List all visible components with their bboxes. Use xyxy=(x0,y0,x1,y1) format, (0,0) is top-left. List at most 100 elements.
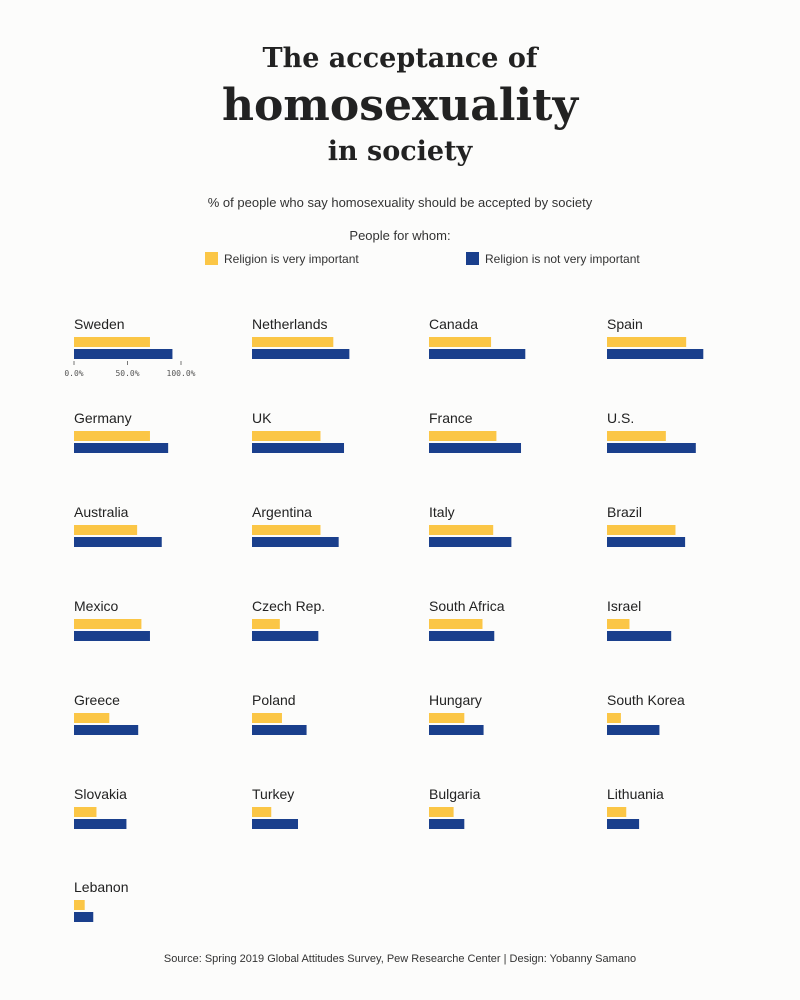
bar-argentina-religion-very-important xyxy=(252,525,321,535)
panel-france: France xyxy=(429,410,522,453)
country-label-italy: Italy xyxy=(429,504,455,520)
chart-title: The acceptance of homosexuality in socie… xyxy=(0,40,800,170)
legend-swatch-religion-not-very-important xyxy=(466,252,479,265)
country-label-uk: UK xyxy=(252,410,272,426)
panel-czech-rep: Czech Rep. xyxy=(252,598,325,641)
source-note: Source: Spring 2019 Global Attitudes Sur… xyxy=(163,953,637,965)
country-label-bulgaria: Bulgaria xyxy=(429,786,481,802)
bar-lithuania-religion-very-important xyxy=(607,807,627,817)
bar-slovakia-religion-not-very-important xyxy=(74,819,127,829)
country-label-spain: Spain xyxy=(607,316,643,332)
country-label-lithuania: Lithuania xyxy=(607,786,664,802)
panel-brazil: Brazil xyxy=(607,504,686,547)
panel-hungary: Hungary xyxy=(429,692,484,735)
title-line-1: The acceptance of xyxy=(262,43,538,74)
panel-bulgaria: Bulgaria xyxy=(429,786,481,829)
country-label-germany: Germany xyxy=(74,410,132,426)
bar-south-korea-religion-not-very-important xyxy=(607,725,660,735)
country-label-south-korea: South Korea xyxy=(607,692,685,708)
panel-south-africa: South Africa xyxy=(429,598,505,641)
bar-south-korea-religion-very-important xyxy=(607,713,621,723)
bar-brazil-religion-very-important xyxy=(607,525,676,535)
country-label-netherlands: Netherlands xyxy=(252,316,328,332)
bar-greece-religion-not-very-important xyxy=(74,725,139,735)
bar-australia-religion-very-important xyxy=(74,525,138,535)
bar-slovakia-religion-very-important xyxy=(74,807,97,817)
bar-uk-religion-not-very-important xyxy=(252,443,345,453)
panel-slovakia: Slovakia xyxy=(74,786,127,829)
panel-argentina: Argentina xyxy=(252,504,339,547)
panel-israel: Israel xyxy=(607,598,672,641)
x-tick-label: 50.0% xyxy=(115,369,139,378)
bar-germany-religion-very-important xyxy=(74,431,150,441)
bar-australia-religion-not-very-important xyxy=(74,537,162,547)
bar-poland-religion-not-very-important xyxy=(252,725,307,735)
bar-poland-religion-very-important xyxy=(252,713,282,723)
chart-subtitle: % of people who say homosexuality should… xyxy=(207,195,593,210)
bar-czech-rep-religion-not-very-important xyxy=(252,631,319,641)
x-tick-label: 0.0% xyxy=(64,369,83,378)
bar-bulgaria-religion-not-very-important xyxy=(429,819,465,829)
legend-title: People for whom: xyxy=(349,228,451,243)
panel-turkey: Turkey xyxy=(252,786,299,829)
bar-israel-religion-very-important xyxy=(607,619,630,629)
bar-turkey-religion-not-very-important xyxy=(252,819,299,829)
bar-lithuania-religion-not-very-important xyxy=(607,819,640,829)
bar-argentina-religion-not-very-important xyxy=(252,537,339,547)
bar-bulgaria-religion-very-important xyxy=(429,807,454,817)
panel-south-korea: South Korea xyxy=(607,692,685,735)
panel-uk: UK xyxy=(252,410,345,453)
panel-italy: Italy xyxy=(429,504,512,547)
country-label-israel: Israel xyxy=(607,598,641,614)
bar-netherlands-religion-very-important xyxy=(252,337,334,347)
panel-greece: Greece xyxy=(74,692,139,735)
bar-sweden-religion-not-very-important xyxy=(74,349,173,359)
bar-greece-religion-very-important xyxy=(74,713,110,723)
country-label-u-s: U.S. xyxy=(607,410,634,426)
country-label-france: France xyxy=(429,410,473,426)
bar-south-africa-religion-very-important xyxy=(429,619,483,629)
panel-lebanon: Lebanon xyxy=(74,879,129,922)
panel-spain: Spain xyxy=(607,316,704,359)
bar-uk-religion-very-important xyxy=(252,431,321,441)
bar-canada-religion-very-important xyxy=(429,337,492,347)
country-label-lebanon: Lebanon xyxy=(74,879,129,895)
bar-brazil-religion-not-very-important xyxy=(607,537,686,547)
panel-sweden: Sweden 0.0% 50.0% 100.0% xyxy=(64,316,195,378)
bar-italy-religion-not-very-important xyxy=(429,537,512,547)
country-label-sweden: Sweden xyxy=(74,316,125,332)
bar-hungary-religion-very-important xyxy=(429,713,465,723)
bar-netherlands-religion-not-very-important xyxy=(252,349,350,359)
bar-france-religion-very-important xyxy=(429,431,497,441)
country-label-australia: Australia xyxy=(74,504,129,520)
bar-mexico-religion-very-important xyxy=(74,619,142,629)
panel-germany: Germany xyxy=(74,410,169,453)
legend-swatch-religion-very-important xyxy=(205,252,218,265)
country-label-canada: Canada xyxy=(429,316,478,332)
country-label-south-africa: South Africa xyxy=(429,598,505,614)
panel-mexico: Mexico xyxy=(74,598,150,641)
country-label-mexico: Mexico xyxy=(74,598,119,614)
bar-canada-religion-not-very-important xyxy=(429,349,526,359)
bar-france-religion-not-very-important xyxy=(429,443,522,453)
panel-u-s: U.S. xyxy=(607,410,696,453)
bar-turkey-religion-very-important xyxy=(252,807,272,817)
x-tick-label: 100.0% xyxy=(167,369,196,378)
panel-netherlands: Netherlands xyxy=(252,316,350,359)
legend-label-religion-very-important: Religion is very important xyxy=(224,252,359,266)
bar-germany-religion-not-very-important xyxy=(74,443,169,453)
bar-lebanon-religion-very-important xyxy=(74,900,85,910)
bar-spain-religion-very-important xyxy=(607,337,687,347)
panel-canada: Canada xyxy=(429,316,526,359)
bar-czech-rep-religion-very-important xyxy=(252,619,280,629)
bar-hungary-religion-not-very-important xyxy=(429,725,484,735)
country-label-argentina: Argentina xyxy=(252,504,312,520)
bar-u-s-religion-not-very-important xyxy=(607,443,696,453)
bar-sweden-religion-very-important xyxy=(74,337,150,347)
bar-south-africa-religion-not-very-important xyxy=(429,631,495,641)
panel-poland: Poland xyxy=(252,692,307,735)
panel-lithuania: Lithuania xyxy=(607,786,664,829)
country-label-poland: Poland xyxy=(252,692,296,708)
country-label-slovakia: Slovakia xyxy=(74,786,127,802)
